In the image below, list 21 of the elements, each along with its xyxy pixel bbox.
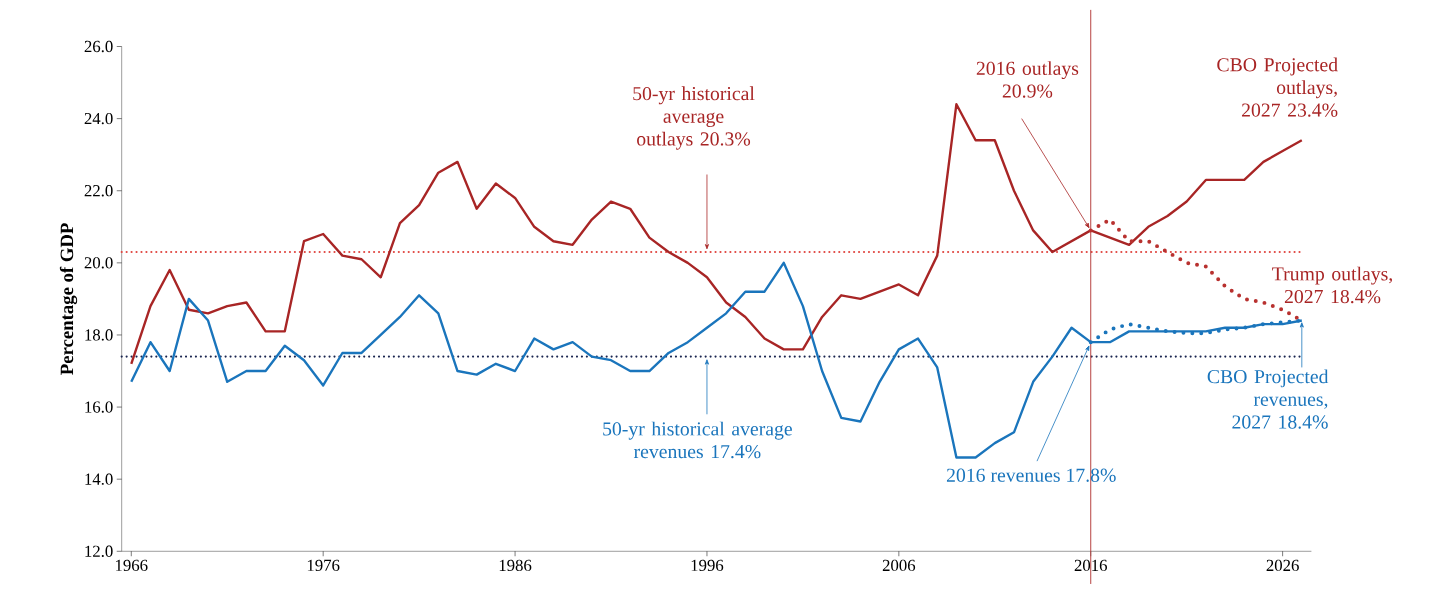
y-tick-label: 22.0 bbox=[84, 185, 113, 197]
y-tick-label: 24.0 bbox=[84, 112, 113, 125]
annotation: 50-yr historical average revenues 17.4% bbox=[603, 421, 792, 459]
y-tick-label: 12.0 bbox=[85, 545, 113, 558]
annotation: CBO Projected revenues, 2027 18.4% bbox=[1207, 369, 1329, 429]
annotation: 2016 outlays 20.9% bbox=[976, 61, 1079, 98]
x-tick-label: 1966 bbox=[115, 559, 148, 572]
x-tick-label: 1986 bbox=[499, 559, 532, 572]
x-tick-label: 2026 bbox=[1266, 559, 1299, 572]
x-tick-label: 2006 bbox=[882, 559, 916, 572]
x-tick-label: 1976 bbox=[307, 559, 340, 572]
y-tick-label: 16.0 bbox=[85, 401, 113, 413]
y-tick-label: 20.0 bbox=[84, 257, 113, 269]
annotation: 50-yr historical average outlays 20.3% bbox=[633, 86, 755, 150]
y-tick-label: 26.0 bbox=[84, 40, 113, 53]
annotation: CBO Projected outlays, 2027 23.4% bbox=[1217, 57, 1338, 117]
y-tick-label: 18.0 bbox=[85, 329, 113, 341]
y-axis-title: Percentage of GDP bbox=[59, 223, 78, 375]
x-tick-label: 1996 bbox=[691, 559, 724, 572]
y-tick-label: 14.0 bbox=[85, 473, 113, 485]
annotation: Trump outlays, 2027 18.4% bbox=[1272, 266, 1392, 304]
